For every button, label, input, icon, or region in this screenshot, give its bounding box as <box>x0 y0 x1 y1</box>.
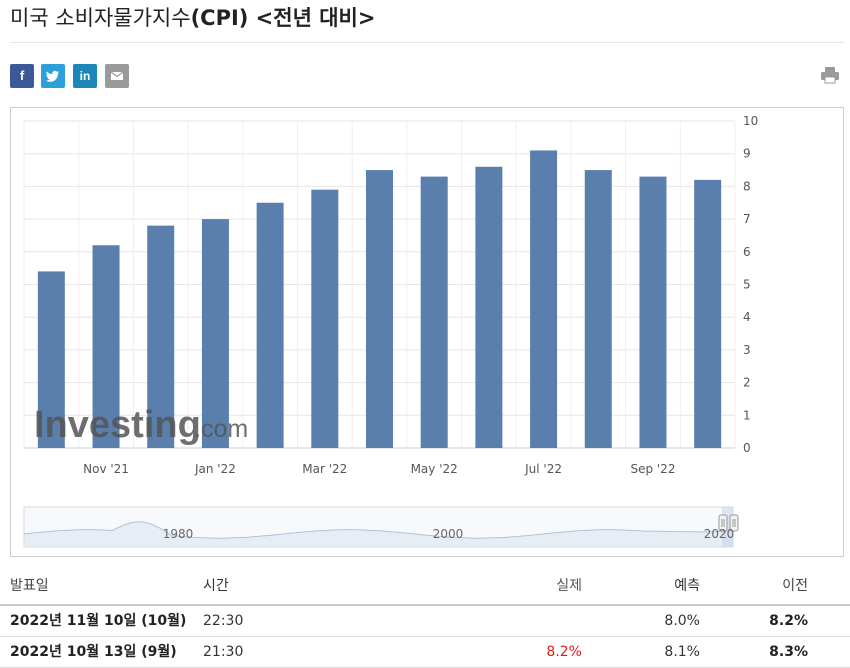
chart-container <box>10 107 844 557</box>
twitter-icon <box>46 70 59 82</box>
bar-1[interactable] <box>92 245 120 448</box>
twitter-share-button[interactable] <box>41 64 65 88</box>
row-time: 21:30 <box>203 644 244 660</box>
x-tick-label: Sep '22 <box>630 462 675 476</box>
x-tick-label: Jan '22 <box>194 462 236 476</box>
range-navigator[interactable]: 1980 2000 2020 <box>23 506 739 548</box>
bar-3[interactable] <box>201 219 229 448</box>
bar-11[interactable] <box>639 176 667 448</box>
row-actual: 8.2% <box>546 644 582 660</box>
row-forecast: 8.1% <box>664 644 700 660</box>
bar-2[interactable] <box>147 225 175 448</box>
bar-9[interactable] <box>530 150 558 448</box>
investing-watermark: Investing .com <box>34 404 248 446</box>
y-tick-label: 8 <box>743 179 751 193</box>
title-bold: (CPI) < <box>190 6 274 30</box>
bar-7[interactable] <box>420 176 448 448</box>
table-row: 2022년 10월 13일 (9월) 21:30 8.2% 8.1% 8.3% <box>0 637 850 668</box>
header-forecast: 예측 <box>674 578 700 594</box>
facebook-icon: f <box>19 68 25 83</box>
header-actual: 실제 <box>556 578 582 594</box>
print-button[interactable] <box>820 66 840 84</box>
header-time: 시간 <box>203 578 229 594</box>
title-divider <box>10 42 844 43</box>
x-tick-label: Nov '21 <box>83 462 129 476</box>
y-tick-label: 1 <box>743 408 751 422</box>
header-date: 발표일 <box>10 578 49 594</box>
navigator-series-area <box>24 522 733 547</box>
navigator-handle-right-icon[interactable] <box>729 514 739 532</box>
print-icon <box>821 67 839 84</box>
page-title: 미국 소비자물가지수(CPI) <전년 대비> <box>10 2 375 32</box>
bar-12[interactable] <box>694 179 722 449</box>
y-tick-label: 5 <box>743 278 751 292</box>
email-share-button[interactable] <box>105 64 129 88</box>
navigator-label-1980: 1980 <box>163 527 194 541</box>
chart-bars <box>37 150 722 449</box>
title-prefix: 미국 소비자물가지수 <box>10 6 191 30</box>
y-tick-label: 4 <box>743 310 751 324</box>
x-tick-label: Mar '22 <box>302 462 347 476</box>
bar-8[interactable] <box>475 166 503 448</box>
y-axis-labels: 0 1 2 3 4 5 6 7 8 9 10 <box>743 114 758 455</box>
cpi-bar-chart: 0 1 2 3 4 5 6 7 8 9 10 Nov '21 Jan '22 Mar '22 May '2… <box>23 114 758 548</box>
linkedin-share-button[interactable]: in <box>73 64 97 88</box>
bar-6[interactable] <box>366 170 393 449</box>
y-tick-label: 3 <box>743 343 751 357</box>
bar-5[interactable] <box>311 189 339 449</box>
row-previous: 8.3% <box>769 644 808 660</box>
chart-grid <box>23 120 736 449</box>
y-tick-label: 10 <box>743 114 758 128</box>
navigator-label-2020: 2020 <box>704 527 735 541</box>
x-axis-labels: Nov '21 Jan '22 Mar '22 May '22 Jul '22 Sep '… <box>83 462 675 476</box>
row-forecast: 8.0% <box>664 613 700 629</box>
title-end: > <box>357 6 376 30</box>
x-tick-label: May '22 <box>411 462 458 476</box>
watermark-brand: Investing <box>34 404 201 446</box>
y-tick-label: 6 <box>743 245 751 259</box>
watermark-suffix: .com <box>194 415 248 443</box>
table-header: 발표일 시간 실제 예측 이전 <box>0 568 850 606</box>
x-tick-label: Jul '22 <box>524 462 562 476</box>
mail-icon <box>110 71 124 80</box>
row-previous: 8.2% <box>769 613 808 629</box>
header-previous: 이전 <box>782 578 808 594</box>
bar-0[interactable] <box>37 271 65 448</box>
navigator-label-2000: 2000 <box>433 527 464 541</box>
title-suffix: 전년 대비 <box>273 6 358 30</box>
row-date: 2022년 10월 13일 (9월) <box>10 644 177 660</box>
bar-10[interactable] <box>584 170 612 449</box>
linkedin-icon: in <box>79 69 91 83</box>
table-row: 2022년 11월 10일 (10월) 22:30 8.0% 8.2% <box>0 606 850 637</box>
row-time: 22:30 <box>203 613 244 629</box>
bar-4[interactable] <box>256 202 284 448</box>
release-history-table: 발표일 시간 실제 예측 이전 2022년 11월 10일 (10월) 22:3… <box>0 568 850 668</box>
navigator-handle-left-icon[interactable] <box>718 514 728 532</box>
row-date: 2022년 11월 10일 (10월) <box>10 613 187 629</box>
y-tick-label: 7 <box>743 212 751 226</box>
facebook-share-button[interactable]: f <box>10 64 34 88</box>
y-tick-label: 0 <box>743 441 751 455</box>
y-tick-label: 2 <box>743 376 751 390</box>
y-tick-label: 9 <box>743 147 751 161</box>
